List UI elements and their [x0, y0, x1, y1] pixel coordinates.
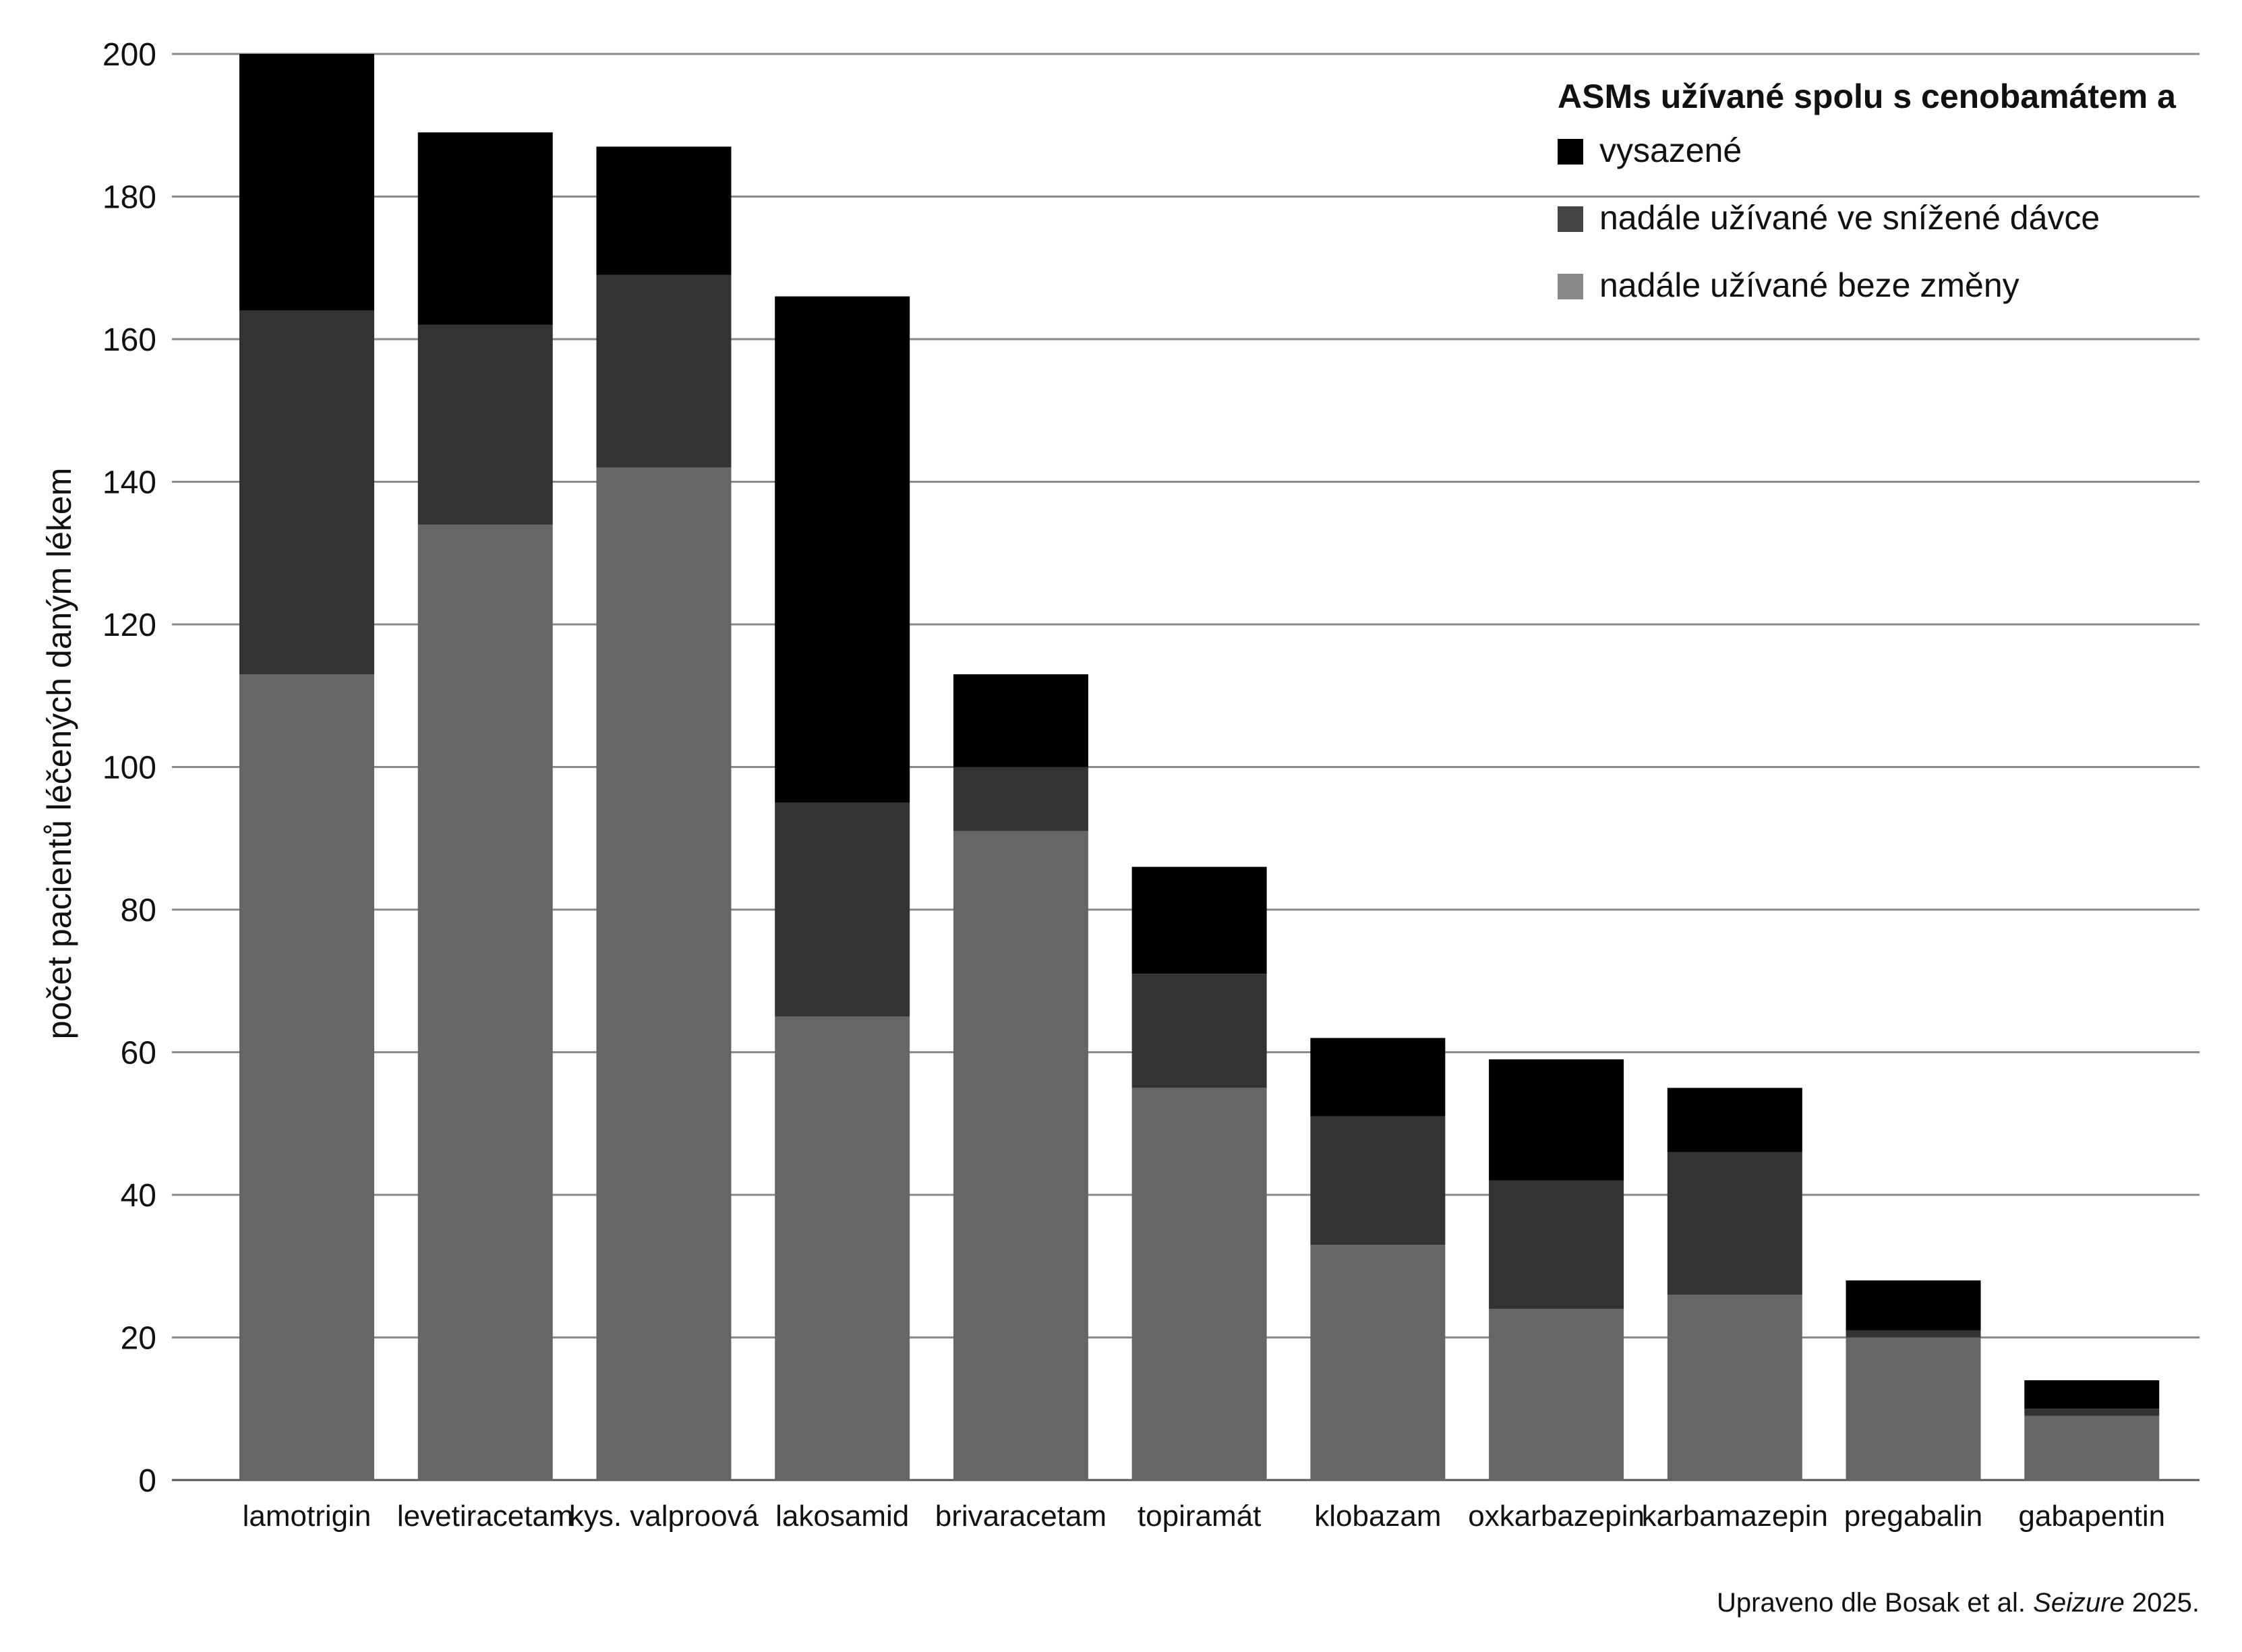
bar-lamotrigin-series-0: [239, 674, 374, 1480]
bar-klobazam-series-0: [1310, 1245, 1446, 1480]
bar-levetiracetam-series-0: [417, 524, 553, 1481]
bar-karbamazepin-series-0: [1667, 1295, 1802, 1480]
legend-title: ASMs užívané spolu s cenobamátem a: [1558, 78, 2177, 115]
bar-karbamazepin-series-1: [1667, 1152, 1802, 1295]
y-tick-label: 140: [102, 465, 156, 501]
bar-topiram-t-series-0: [1131, 1088, 1267, 1480]
bar-levetiracetam-series-1: [417, 324, 553, 525]
bar-lakosamid-series-1: [775, 802, 910, 1017]
bar-lamotrigin-series-1: [239, 310, 374, 675]
bar-brivaracetam-series-0: [953, 831, 1088, 1480]
source-note: Upraveno dle Bosak et al. Seizure 2025.: [1717, 1588, 2200, 1618]
y-axis-ticks: 0 20 40 60 80 100 120 140 160 180 200: [102, 37, 156, 1499]
source-journal: Seizure: [2033, 1588, 2125, 1618]
bar-lakosamid-series-0: [775, 1016, 910, 1480]
bar-klobazam-series-1: [1310, 1116, 1446, 1245]
legend-entry: vysazené: [1599, 131, 1742, 169]
y-tick-label: 60: [121, 1036, 156, 1071]
y-tick-label: 100: [102, 750, 156, 786]
y-axis-title: počet pacientů léčených daným lékem: [40, 468, 78, 1040]
legend-entry: nadále užívané ve snížené dávce: [1599, 199, 2100, 237]
x-tick-label: brivaracetam: [935, 1500, 1107, 1533]
bar-levetiracetam-series-2: [417, 132, 553, 325]
bar-brivaracetam-series-1: [953, 767, 1088, 831]
x-tick-label: pregabalin: [1844, 1500, 1983, 1533]
x-tick-label: gabapentin: [2018, 1500, 2165, 1533]
bar-kys-valproov--series-2: [596, 146, 732, 275]
bar-lamotrigin-series-2: [239, 54, 374, 311]
bar-gabapentin-series-2: [2024, 1380, 2160, 1409]
bar-karbamazepin-series-2: [1667, 1088, 1802, 1152]
x-tick-label: lakosamid: [775, 1500, 909, 1533]
bar-pregabalin-series-2: [1846, 1280, 1981, 1330]
bar-pregabalin-series-1: [1846, 1330, 1981, 1338]
bar-topiram-t-series-2: [1131, 866, 1267, 974]
bars: [239, 54, 2160, 1481]
legend-swatch: [1558, 139, 1583, 165]
x-tick-label: oxkarbazepin: [1468, 1500, 1645, 1533]
bar-klobazam-series-2: [1310, 1038, 1446, 1117]
x-tick-label: levetiracetam: [397, 1500, 574, 1533]
bar-oxkarbazepin-series-1: [1489, 1180, 1624, 1309]
x-tick-label: topiramát: [1138, 1500, 1261, 1533]
bar-kys-valproov--series-0: [596, 467, 732, 1480]
bar-pregabalin-series-0: [1846, 1337, 1981, 1480]
bar-oxkarbazepin-series-0: [1489, 1309, 1624, 1480]
source-prefix: Upraveno dle Bosak et al.: [1717, 1588, 2033, 1618]
legend: ASMs užívané spolu s cenobamátem a vysaz…: [1558, 78, 2177, 304]
y-tick-label: 200: [102, 37, 156, 73]
legend-swatch: [1558, 206, 1583, 232]
bar-oxkarbazepin-series-2: [1489, 1059, 1624, 1181]
x-tick-label: klobazam: [1314, 1500, 1441, 1533]
bar-topiram-t-series-1: [1131, 974, 1267, 1088]
y-tick-label: 80: [121, 893, 156, 928]
x-tick-label: lamotrigin: [243, 1500, 372, 1533]
y-tick-label: 0: [138, 1463, 156, 1499]
source-suffix: 2025.: [2125, 1588, 2200, 1618]
y-tick-label: 20: [121, 1321, 156, 1357]
y-tick-label: 40: [121, 1178, 156, 1214]
y-tick-label: 120: [102, 608, 156, 643]
bar-brivaracetam-series-2: [953, 674, 1088, 767]
y-tick-label: 160: [102, 322, 156, 358]
legend-entry: nadále užívané beze změny: [1599, 266, 2019, 304]
bar-lakosamid-series-2: [775, 296, 910, 803]
x-tick-label: kys. valproová: [569, 1500, 759, 1533]
legend-swatch: [1558, 274, 1583, 299]
x-tick-label: karbamazepin: [1642, 1500, 1828, 1533]
y-tick-label: 180: [102, 180, 156, 216]
bar-kys-valproov--series-1: [596, 274, 732, 468]
bar-gabapentin-series-0: [2024, 1415, 2160, 1480]
bar-gabapentin-series-1: [2024, 1409, 2160, 1416]
